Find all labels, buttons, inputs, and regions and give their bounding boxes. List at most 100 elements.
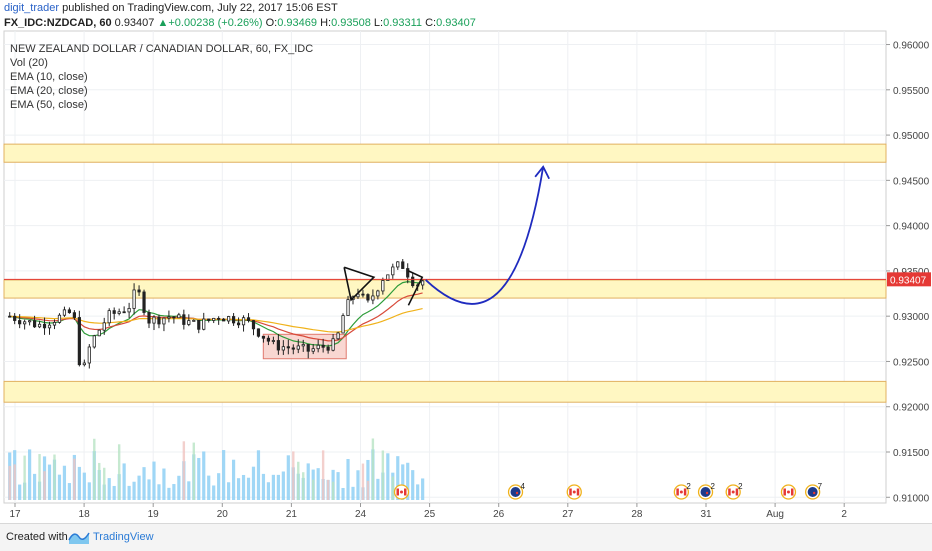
legend-ema10: EMA (10, close) (10, 71, 88, 83)
tradingview-logo-icon[interactable] (68, 528, 90, 546)
ca-flag-bar (404, 488, 407, 496)
volume-bar (231, 459, 236, 500)
cad-event-icon[interactable]: 2 (725, 482, 743, 500)
candle-body (331, 338, 335, 351)
volume-bar (316, 468, 320, 500)
ca-flag-leaf (786, 490, 790, 494)
volume-bar (341, 487, 345, 500)
volume-bar (366, 480, 370, 500)
cad-event-icon[interactable]: 2 (673, 482, 691, 500)
candle-body (361, 293, 365, 296)
volume-bar (222, 450, 226, 500)
candle-body (152, 316, 156, 324)
volume-bar (227, 482, 231, 500)
candle-body (132, 289, 136, 309)
tradingview-brand-link[interactable]: TradingView (93, 531, 154, 543)
cad-event-icon[interactable] (566, 484, 582, 500)
candle-body (376, 290, 380, 297)
candle-body (137, 289, 141, 293)
low-label: L: (373, 17, 384, 29)
candle-body (421, 280, 425, 286)
publisher-text: published on TradingView.com, July 22, 2… (59, 2, 338, 14)
volume-bar (411, 470, 415, 500)
candle-body (202, 318, 206, 330)
volume-bar (202, 451, 206, 500)
publisher-user-link[interactable]: digit_trader (4, 2, 60, 14)
triangle-pattern (343, 266, 376, 302)
volume-bar (13, 464, 16, 500)
candle-body (256, 328, 261, 337)
volume-bar (62, 465, 67, 500)
candle-body (227, 316, 231, 322)
candle-body (406, 268, 410, 278)
candle-body (231, 316, 236, 324)
resistance-zone (3, 380, 887, 403)
candle-body (296, 345, 300, 350)
candle-body (62, 309, 67, 316)
volume-bar (306, 463, 310, 500)
candle-body (18, 320, 22, 325)
cad-event-icon[interactable] (393, 484, 410, 500)
time-axis[interactable]: 17 18 19 20 21 24 25 26 27 28 31 Aug 2 (9, 503, 847, 520)
candle-body (117, 311, 121, 314)
volume-bar (77, 466, 81, 500)
last-price: 0.93407 (114, 17, 155, 29)
symbol-label: FX_IDC:NZDCAD, 60 (4, 17, 112, 29)
economic-events[interactable]: 4 2 2 2 7 (393, 482, 823, 500)
event-count: 4 (521, 482, 526, 491)
candle-body (157, 316, 161, 325)
volume-bar (187, 481, 191, 500)
candle-body (172, 316, 176, 319)
price-tick-label: 0.95500 (893, 86, 930, 97)
candle-body (366, 294, 370, 301)
volume-bar (396, 456, 400, 500)
volume-bar (98, 462, 101, 500)
volume-bar (302, 472, 305, 500)
candle-body (197, 319, 201, 330)
time-tick-label: 2 (841, 509, 847, 520)
volume-bar (43, 471, 46, 500)
price-tick-label: 0.91500 (893, 448, 930, 459)
price-tick-label: 0.94500 (893, 176, 930, 187)
nzd-event-icon[interactable]: 2 (697, 482, 716, 500)
ca-flag-leaf (679, 490, 683, 494)
volume-bar (266, 482, 271, 500)
ticker-line: FX_IDC:NZDCAD, 60 0.93407 ▲+0.00238 (+0.… (4, 17, 476, 29)
time-tick-label: 21 (286, 509, 298, 520)
price-axis[interactable]: 0.960000.955000.950000.945000.940000.935… (886, 41, 931, 505)
volume-bar (386, 453, 390, 500)
projection-arrow-head (534, 165, 550, 180)
volume-bar (197, 457, 201, 500)
volume-bar (336, 472, 340, 500)
time-tick-label: 26 (493, 509, 505, 520)
nz-flag-star (812, 491, 816, 495)
candle-body (162, 317, 166, 325)
candle-body (271, 340, 275, 342)
volume-bar (271, 474, 275, 500)
volume-bar (236, 478, 241, 500)
candle-body (97, 329, 101, 337)
volume-bar (416, 484, 420, 500)
ca-flag-bar (783, 488, 786, 496)
candle-body (321, 344, 325, 348)
candle-body (8, 315, 12, 318)
event-count: 2 (738, 482, 743, 491)
nzd-event-icon[interactable]: 4 (507, 482, 526, 500)
candle-body (102, 322, 106, 331)
cad-event-icon[interactable] (780, 484, 797, 500)
publisher-line: digit_trader published on TradingView.co… (4, 2, 338, 14)
price-tick-label: 0.95000 (893, 131, 930, 142)
legend-ema50: EMA (50, close) (10, 99, 88, 111)
legend-title: NEW ZEALAND DOLLAR / CANADIAN DOLLAR, 60… (10, 43, 313, 55)
volume-bar (366, 459, 370, 500)
volume-bars (8, 438, 425, 500)
volume-bar (152, 461, 156, 500)
ca-flag-leaf (731, 490, 735, 494)
ca-flag-bar (683, 488, 687, 496)
candle-body (371, 295, 375, 301)
volume-bar (47, 464, 52, 500)
nzd-event-icon[interactable]: 7 (805, 482, 823, 500)
candle-body (122, 311, 126, 314)
resistance-zone (3, 279, 887, 299)
